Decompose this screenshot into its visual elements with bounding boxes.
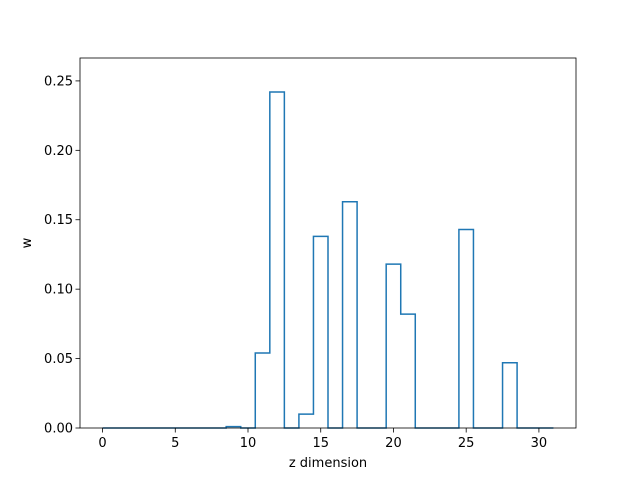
y-tick-label: 0.15 (44, 213, 73, 228)
y-tick-label: 0.25 (44, 74, 73, 89)
x-tick-label: 30 (531, 436, 548, 451)
x-tick-label: 0 (98, 436, 106, 451)
y-tick-label: 0.20 (44, 144, 73, 159)
x-axis-label: z dimension (289, 456, 367, 471)
x-tick-label: 15 (312, 436, 329, 451)
x-tick-label: 25 (458, 436, 475, 451)
y-tick-label: 0.00 (44, 422, 73, 437)
y-axis-ticks: 0.00 0.05 0.10 0.15 0.20 0.25 (44, 74, 80, 437)
y-tick-label: 0.05 (44, 352, 73, 367)
y-axis-label: w (20, 237, 35, 248)
plot-frame (79, 57, 577, 429)
x-axis-ticks: 0 5 10 15 20 25 30 (98, 428, 547, 451)
y-tick-label: 0.10 (44, 283, 73, 298)
x-tick-label: 20 (385, 436, 402, 451)
x-tick-label: 10 (240, 436, 257, 451)
x-tick-label: 5 (171, 436, 179, 451)
